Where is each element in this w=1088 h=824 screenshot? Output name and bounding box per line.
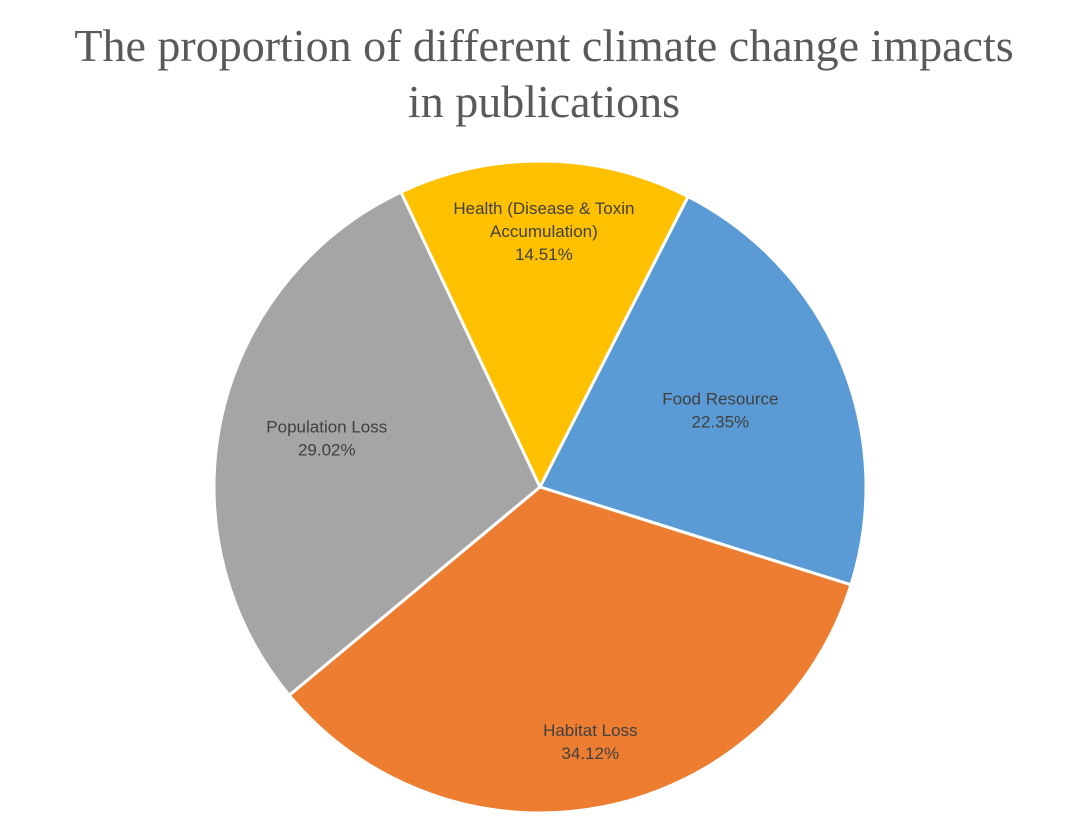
slice-percent-label: 14.51% (515, 245, 573, 264)
pie-slice-habitat-loss (287, 485, 853, 815)
data-label-population-loss: Population Loss 29.02% (266, 418, 387, 460)
slice-percent-label: 29.02% (298, 441, 356, 460)
slice-category-label: Accumulation) (490, 222, 598, 241)
slice-percent-label: 22.35% (692, 412, 750, 431)
chart-title-line-2: in publications (407, 76, 681, 127)
slice-category-label: Habitat Loss (543, 721, 638, 740)
data-label-habitat-loss: Habitat Loss 34.12% (543, 721, 638, 763)
pie-slice-food-resource (538, 195, 868, 587)
pie-slice-population-loss (212, 190, 542, 697)
slice-category-label: Population Loss (266, 418, 387, 437)
pie-slice-health-disease-toxin-accumulation (399, 159, 690, 489)
slice-category-label: Health (Disease & Toxin (453, 199, 634, 218)
data-label-health-disease-toxin-accumulation: Health (Disease & Toxin Accumulation) 14.5… (453, 199, 634, 264)
data-label-food-resource: Food Resource 22.35% (662, 389, 778, 431)
chart-title-line-1: The proportion of different climate chan… (74, 20, 1014, 71)
slice-percent-label: 34.12% (561, 744, 619, 763)
slice-category-label: Food Resource (662, 389, 778, 408)
chart-title: The proportion of different climate chan… (0, 18, 1088, 130)
